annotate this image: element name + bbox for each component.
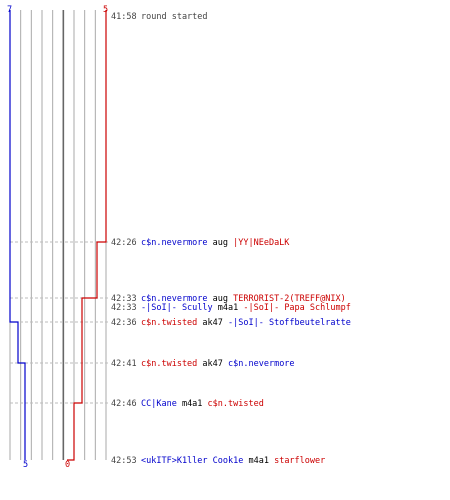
event-part: <ukITF>K1ller Cook1e	[141, 456, 243, 466]
event-part: c$n.nevermore	[141, 238, 208, 248]
event-part: c$n.twisted	[208, 399, 264, 409]
event-part: ak47	[197, 318, 228, 328]
event-part: m4a1	[177, 399, 208, 409]
blue-start-count: 7	[7, 5, 12, 15]
event-message: -|SoI|- Scully m4a1 -|SoI|- Papa Schlump…	[141, 303, 351, 313]
event-time: 42:53	[111, 456, 137, 466]
event-part: c$n.nevermore	[141, 294, 208, 304]
event-part: round started	[141, 12, 208, 22]
event-message: c$n.twisted ak47 -|SoI|- Stoffbeutelratt…	[141, 318, 351, 328]
event-time: 42:36	[111, 318, 137, 328]
event-part: c$n.twisted	[141, 359, 197, 369]
event-time: 41:58	[111, 12, 137, 22]
red-start-count: 5	[103, 5, 108, 15]
event-time: 42:33	[111, 294, 137, 304]
event-part: -|SoI|- Stoffbeutelratte	[228, 318, 351, 328]
event-part: aug	[208, 294, 234, 304]
event-part: aug	[208, 238, 234, 248]
event-time: 42:26	[111, 238, 137, 248]
event-time: 42:33	[111, 303, 137, 313]
event-part: -|SoI|- Papa Schlumpf	[243, 303, 350, 313]
event-message: c$n.twisted ak47 c$n.nevermore	[141, 359, 295, 369]
event-part: -|SoI|- Scully	[141, 303, 213, 313]
event-part: ak47	[197, 359, 228, 369]
event-part: m4a1	[213, 303, 244, 313]
event-time: 42:46	[111, 399, 137, 409]
event-message: <ukITF>K1ller Cook1e m4a1 starflower	[141, 456, 325, 466]
event-message: c$n.nevermore aug TERRORIST-2(TREFF@NIX)	[141, 294, 346, 304]
event-part: m4a1	[243, 456, 274, 466]
event-part: c$n.nevermore	[228, 359, 295, 369]
red-team-line	[67, 10, 107, 461]
event-message: c$n.nevermore aug |YY|NEeDaLK	[141, 238, 290, 248]
event-guide-lines	[10, 241, 110, 404]
blue-end-count: 5	[23, 460, 28, 470]
event-part: TERRORIST-2(TREFF@NIX)	[233, 294, 346, 304]
event-message: round started	[141, 12, 208, 22]
red-end-count: 0	[65, 460, 70, 470]
blue-team-line	[9, 10, 26, 460]
kill-feed: 41:58 round started 42:26 c$n.nevermore aug…	[111, 12, 351, 466]
event-part: starflower	[274, 456, 325, 466]
player-grid	[9, 10, 107, 460]
team-count-lines	[9, 10, 107, 461]
event-part: CC|Kane	[141, 399, 177, 409]
event-part: |YY|NEeDaLK	[233, 238, 290, 248]
event-part: c$n.twisted	[141, 318, 197, 328]
axis-labels: 7 5 5 0	[7, 5, 108, 470]
event-message: CC|Kane m4a1 c$n.twisted	[141, 399, 264, 409]
event-time: 42:41	[111, 359, 137, 369]
